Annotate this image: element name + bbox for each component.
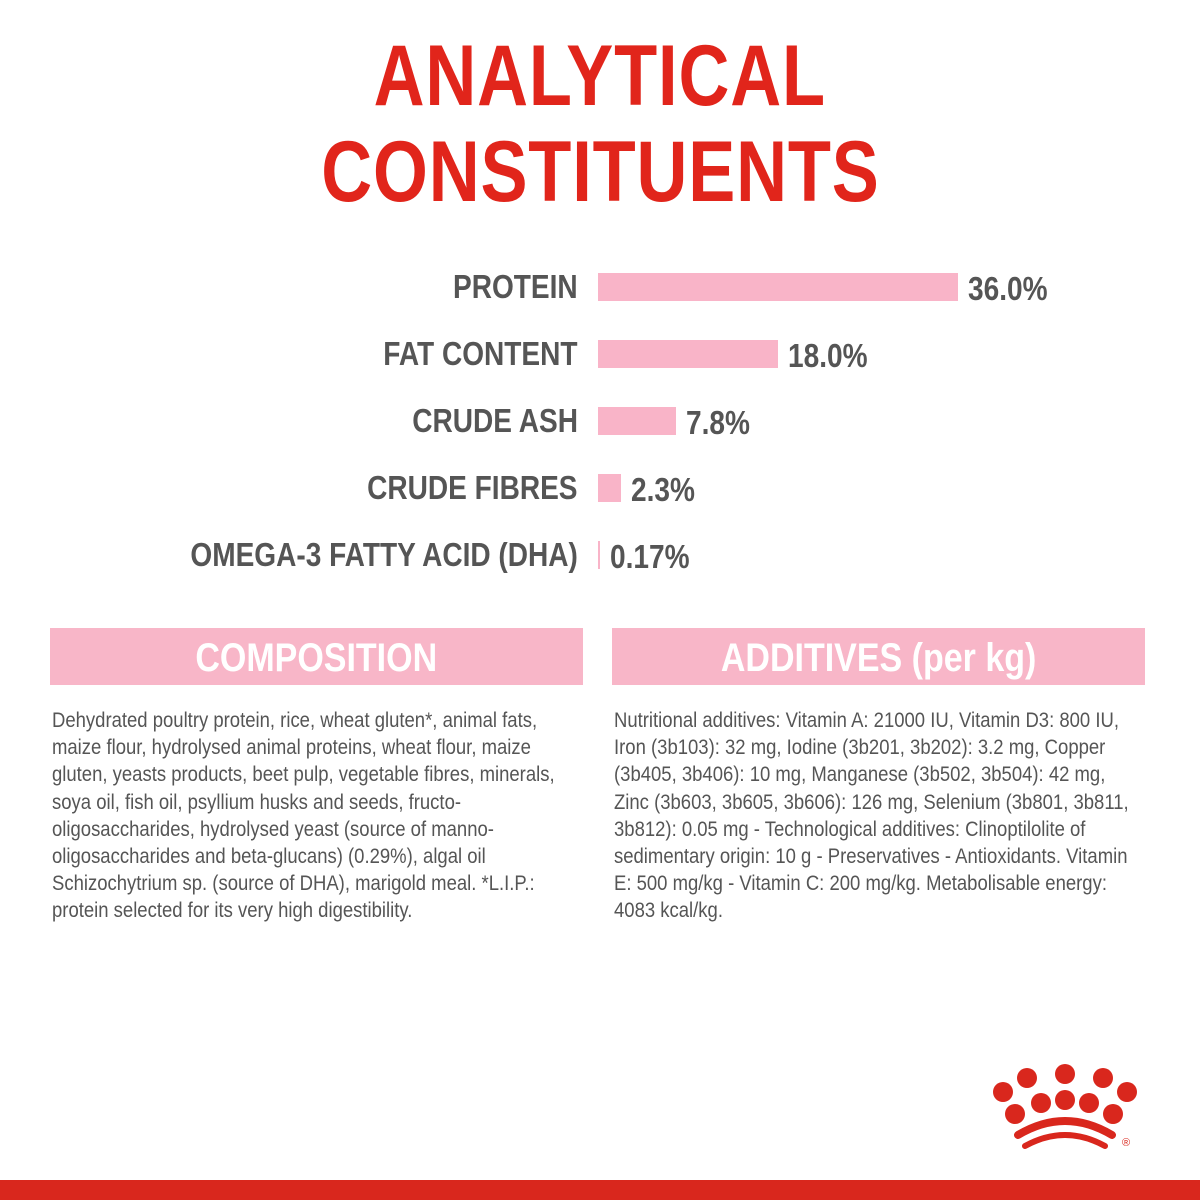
- bar: [598, 407, 676, 435]
- bar-label: CRUDE ASH: [412, 402, 578, 439]
- bar-value-label: 0.17%: [610, 538, 690, 575]
- additives-header: ADDITIVES (per kg): [612, 628, 1145, 685]
- page-title-line2: CONSTITUENTS: [320, 124, 880, 220]
- analytical-constituents-chart: PROTEIN 36.0% FAT CONTENT 18.0% CRUDE ASH 7.8…: [0, 250, 1200, 590]
- page-title-line1: ANALYTICAL: [373, 28, 827, 124]
- bar-label: OMEGA-3 FATTY ACID (DHA): [190, 536, 578, 573]
- bar-value-label: 7.8%: [686, 404, 750, 441]
- bar: [598, 340, 778, 368]
- bar: [598, 273, 958, 301]
- bar: [598, 474, 621, 502]
- bar-value-label: 18.0%: [788, 337, 868, 374]
- footer-bar: [0, 1180, 1200, 1200]
- composition-header: COMPOSITION: [50, 628, 583, 685]
- composition-text: Dehydrated poultry protein, rice, wheat …: [52, 708, 555, 923]
- royal-canin-crown-logo-icon: ®: [993, 1064, 1137, 1149]
- bar-label: CRUDE FIBRES: [367, 469, 578, 506]
- registered-mark: ®: [1122, 1137, 1130, 1149]
- bar-value-label: 36.0%: [968, 270, 1048, 307]
- additives-text: Nutritional additives: Vitamin A: 21000 …: [614, 708, 1129, 923]
- bar-label: PROTEIN: [453, 268, 578, 305]
- bar-value-label: 2.3%: [631, 471, 695, 508]
- bar-label: FAT CONTENT: [383, 335, 578, 372]
- bar: [598, 541, 600, 569]
